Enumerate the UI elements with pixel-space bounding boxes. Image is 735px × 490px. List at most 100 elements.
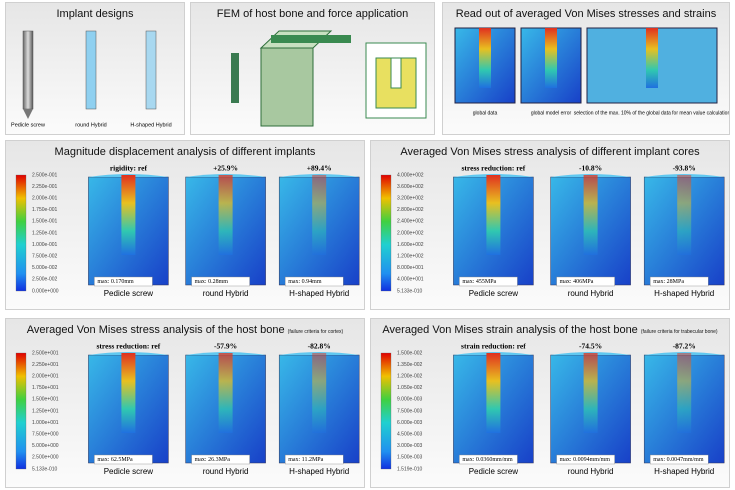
item-header: strain reduction: ref [461, 342, 526, 351]
colorbar-label: 3.000e-003 [397, 443, 423, 449]
colorbar [16, 353, 26, 469]
colorbar-label: 2.800e+002 [397, 207, 424, 213]
colorbar-label: 1.350e-002 [397, 362, 423, 368]
panel: Averaged Von Mises stress analysis of di… [370, 140, 730, 310]
item-name: Pedicle screw [104, 467, 154, 476]
colorbar-label: 4.500e-003 [397, 432, 423, 438]
colorbar-label: 4.000e+001 [397, 277, 424, 283]
panel-graphic: Pedicle screw round Hybrid H-shaped Hybrid [6, 3, 185, 135]
colorbar-label: 1.500e-001 [32, 219, 58, 225]
result-implant [646, 28, 658, 88]
model-implant [677, 175, 691, 255]
max-label: max: 406MPa [560, 279, 594, 285]
implant [23, 31, 33, 109]
item-name: Pedicle screw [104, 289, 154, 298]
item-name: round Hybrid [203, 467, 249, 476]
max-label: max: 0.0047mm/mm [653, 457, 704, 463]
panel-graphic: 2.500e-001 2.250e-001 2.000e-001 1.750e-001… [6, 141, 365, 310]
model-implant [486, 353, 500, 433]
colorbar-label: 2.000e+001 [32, 374, 59, 380]
colorbar-label: 1.000e+001 [32, 420, 59, 426]
max-label: max: 455MPa [462, 279, 496, 285]
implant-bar [231, 53, 239, 103]
panel: Magnitude displacement analysis of diffe… [5, 140, 365, 310]
colorbar-label: 0.000e+000 [32, 288, 59, 294]
result-label: global data [473, 110, 498, 116]
max-label: max: 0.0094mm/mm [560, 457, 611, 463]
colorbar-label: 3.200e+002 [397, 196, 424, 202]
colorbar-label: 1.519e-010 [397, 466, 423, 472]
colorbar-label: 6.000e-003 [397, 420, 423, 426]
colorbar-label: 8.000e+001 [397, 265, 424, 271]
implant [146, 31, 156, 109]
colorbar-label: 2.250e+001 [32, 362, 59, 368]
item-name: H-shaped Hybrid [654, 289, 714, 298]
item-header: -87.2% [673, 342, 696, 351]
panel: Averaged Von Mises strain analysis of th… [370, 318, 730, 488]
implant-label: round Hybrid [75, 122, 107, 128]
item-header: stress reduction: ref [462, 164, 526, 173]
colorbar-label: 7.500e+000 [32, 432, 59, 438]
model-implant [219, 353, 233, 433]
item-name: round Hybrid [568, 289, 614, 298]
max-label: max: 62.5MPa [97, 457, 133, 463]
model-implant [677, 353, 691, 433]
model-implant [584, 353, 598, 433]
colorbar-label: 1.600e+002 [397, 242, 424, 248]
item-header: +89.4% [307, 164, 332, 173]
page: (() => { const data = JSON.parse(documen… [0, 0, 735, 490]
max-label: max: 26.3MPa [195, 457, 231, 463]
implant-tip [23, 109, 33, 119]
item-header: -82.8% [308, 342, 331, 351]
panel-graphic: 4.000e+0023.600e+0023.200e+0022.800e+002… [371, 141, 730, 310]
colorbar-label: 5.000e+000 [32, 443, 59, 449]
colorbar-label: 7.500e-003 [397, 408, 423, 414]
colorbar-label: 1.000e-001 [32, 242, 58, 248]
item-name: Pedicle screw [469, 289, 519, 298]
model-implant [219, 175, 233, 255]
colorbar-label: 2.000e+002 [397, 230, 424, 236]
panel: FEM of host bone and force application [190, 2, 435, 135]
colorbar-label: 1.750e-001 [32, 207, 58, 213]
colorbar-label: 2.250e-001 [32, 184, 58, 190]
model-implant [312, 353, 326, 433]
bone-block [261, 48, 313, 126]
result-implant [545, 28, 557, 88]
panel: Averaged Von Mises stress analysis of th… [5, 318, 365, 488]
colorbar-label: 2.000e-001 [32, 196, 58, 202]
colorbar-label: 2.500e+000 [32, 455, 59, 461]
colorbar [381, 353, 391, 469]
colorbar-label: 1.200e-002 [397, 374, 423, 380]
panel-graphic: 2.500e+0012.250e+0012.000e+0011.750e+001… [6, 319, 365, 488]
implant-label: H-shaped Hybrid [130, 122, 171, 128]
implant-label: Pedicle screw [11, 122, 45, 128]
item-header: rigidity: ref [110, 164, 148, 173]
colorbar [16, 175, 26, 291]
panel-graphic [191, 3, 435, 135]
colorbar-label: 5.133e-010 [397, 288, 423, 294]
colorbar-label: 2.500e-001 [32, 172, 58, 178]
colorbar-label: 3.600e+002 [397, 184, 424, 190]
colorbar-label: 2.500e+001 [32, 350, 59, 356]
item-header: -74.5% [579, 342, 602, 351]
item-header: stress reduction: ref [97, 342, 161, 351]
model-implant [121, 353, 135, 433]
item-name: Pedicle screw [469, 467, 519, 476]
model-implant [121, 175, 135, 255]
result-label: selection of the max. 10% of the global … [574, 110, 730, 116]
item-header: -57.9% [214, 342, 237, 351]
lever [271, 35, 351, 43]
colorbar-label: 1.500e-003 [397, 455, 423, 461]
colorbar-label: 9.000e-003 [397, 397, 423, 403]
item-name: H-shaped Hybrid [289, 467, 349, 476]
colorbar-label: 1.250e-001 [32, 230, 58, 236]
max-label: max: 0.94mm [288, 279, 322, 285]
colorbar-label: 1.250e+001 [32, 408, 59, 414]
model-implant [486, 175, 500, 255]
colorbar-label: 2.500e-002 [32, 277, 58, 283]
colorbar-label: 1.050e-002 [397, 385, 423, 391]
item-name: round Hybrid [568, 467, 614, 476]
colorbar-label: 1.500e-002 [397, 350, 423, 356]
